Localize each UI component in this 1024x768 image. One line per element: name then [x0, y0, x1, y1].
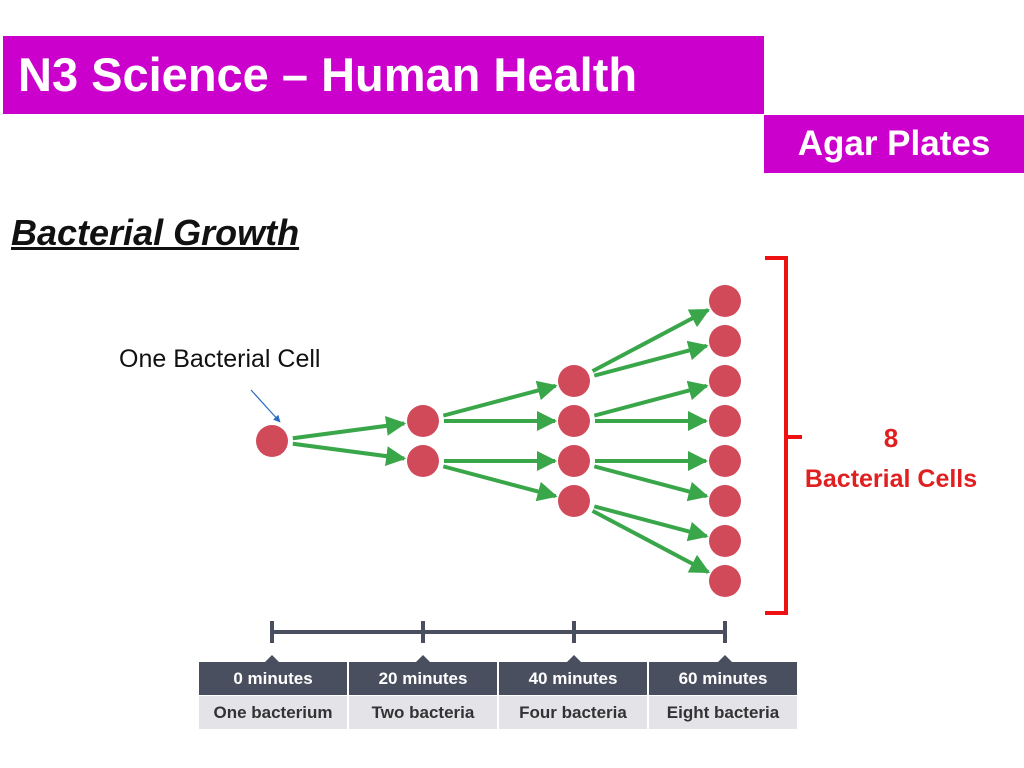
cell-count-label: Bacterial Cells	[804, 465, 978, 493]
bacterium-cell	[709, 485, 741, 517]
one-bacterial-cell-label: One Bacterial Cell	[119, 345, 321, 373]
division-arrow	[593, 504, 709, 542]
bacterium-cell	[558, 485, 590, 517]
bacterium-cell	[709, 525, 741, 557]
bacterium-cell	[407, 405, 439, 437]
bacterium-cell	[407, 445, 439, 477]
bacterium-cell	[709, 285, 741, 317]
bacterium-cell	[558, 405, 590, 437]
bracket	[765, 256, 802, 615]
division-arrow	[593, 464, 709, 502]
bacteria-cells	[256, 285, 741, 597]
timeline-time-20: 20 minutes	[349, 662, 497, 695]
division-arrow	[292, 441, 407, 467]
timeline-desc-60: Eight bacteria	[649, 696, 797, 729]
cell-count-number: 8	[883, 423, 899, 453]
bacterium-cell	[709, 405, 741, 437]
bacterium-cell	[558, 445, 590, 477]
division-arrow	[593, 380, 709, 418]
growth-arrows	[292, 308, 710, 574]
division-arrow	[442, 380, 558, 418]
division-arrow	[442, 464, 558, 502]
division-arrow	[591, 308, 710, 373]
bacterium-cell	[709, 445, 741, 477]
bacterium-cell	[709, 565, 741, 597]
division-arrow	[593, 340, 709, 378]
timeline-desc-20: Two bacteria	[349, 696, 497, 729]
timeline-axis	[265, 621, 732, 662]
page-subtitle: Agar Plates	[764, 115, 1024, 173]
timeline-desc-40: Four bacteria	[499, 696, 647, 729]
bacterium-cell	[558, 365, 590, 397]
timeline-time-0: 0 minutes	[199, 662, 347, 695]
label-pointer-arrow	[250, 389, 281, 423]
division-arrow	[292, 415, 407, 441]
bacterium-cell	[256, 425, 288, 457]
division-arrow	[591, 509, 710, 574]
page-title: N3 Science – Human Health	[3, 36, 764, 114]
bacterium-cell	[709, 365, 741, 397]
timeline-time-40: 40 minutes	[499, 662, 647, 695]
section-heading: Bacterial Growth	[11, 212, 300, 253]
timeline-desc-0: One bacterium	[199, 696, 347, 729]
timeline-time-60: 60 minutes	[649, 662, 797, 695]
bacterium-cell	[709, 325, 741, 357]
